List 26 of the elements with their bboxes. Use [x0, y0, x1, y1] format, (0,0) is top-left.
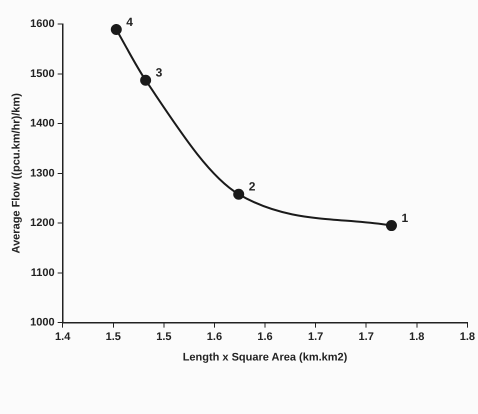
- y-tick-label: 1600: [30, 18, 55, 30]
- y-tick-label: 1100: [30, 266, 55, 279]
- point: [140, 74, 152, 86]
- point: [386, 220, 397, 232]
- x-tick-label: 1.7: [308, 331, 324, 344]
- y-tick-label: 1200: [30, 217, 55, 230]
- x-axis-title: Length x Square Area (km.km2): [182, 351, 348, 364]
- y-tick-label: 1400: [30, 118, 55, 130]
- y-tick-label: 1300: [30, 167, 55, 180]
- x-tick-label: 1.6: [257, 331, 273, 344]
- annotation: 1: [401, 210, 408, 225]
- x-tick-label: 1.5: [106, 331, 121, 344]
- y-tick-label: 1500: [30, 68, 55, 80]
- point: [233, 188, 244, 200]
- annotation: 3: [156, 66, 163, 80]
- x-tick-label: 1.5: [156, 331, 172, 344]
- point: [110, 24, 122, 35]
- x-tick-label: 1.8: [460, 331, 476, 344]
- x-tick-label: 1.7: [358, 331, 374, 344]
- y-tick-label: 1000: [30, 316, 55, 329]
- x-tick-label: 1.6: [206, 331, 222, 344]
- annotation: 4: [126, 14, 134, 29]
- annotation: 2: [248, 180, 256, 194]
- x-tick-label: 1.8: [409, 331, 424, 344]
- x-tick-label: 1.4: [55, 331, 72, 344]
- y-axis-title: Average Flow ((pcu.km/hr)/km): [10, 92, 23, 254]
